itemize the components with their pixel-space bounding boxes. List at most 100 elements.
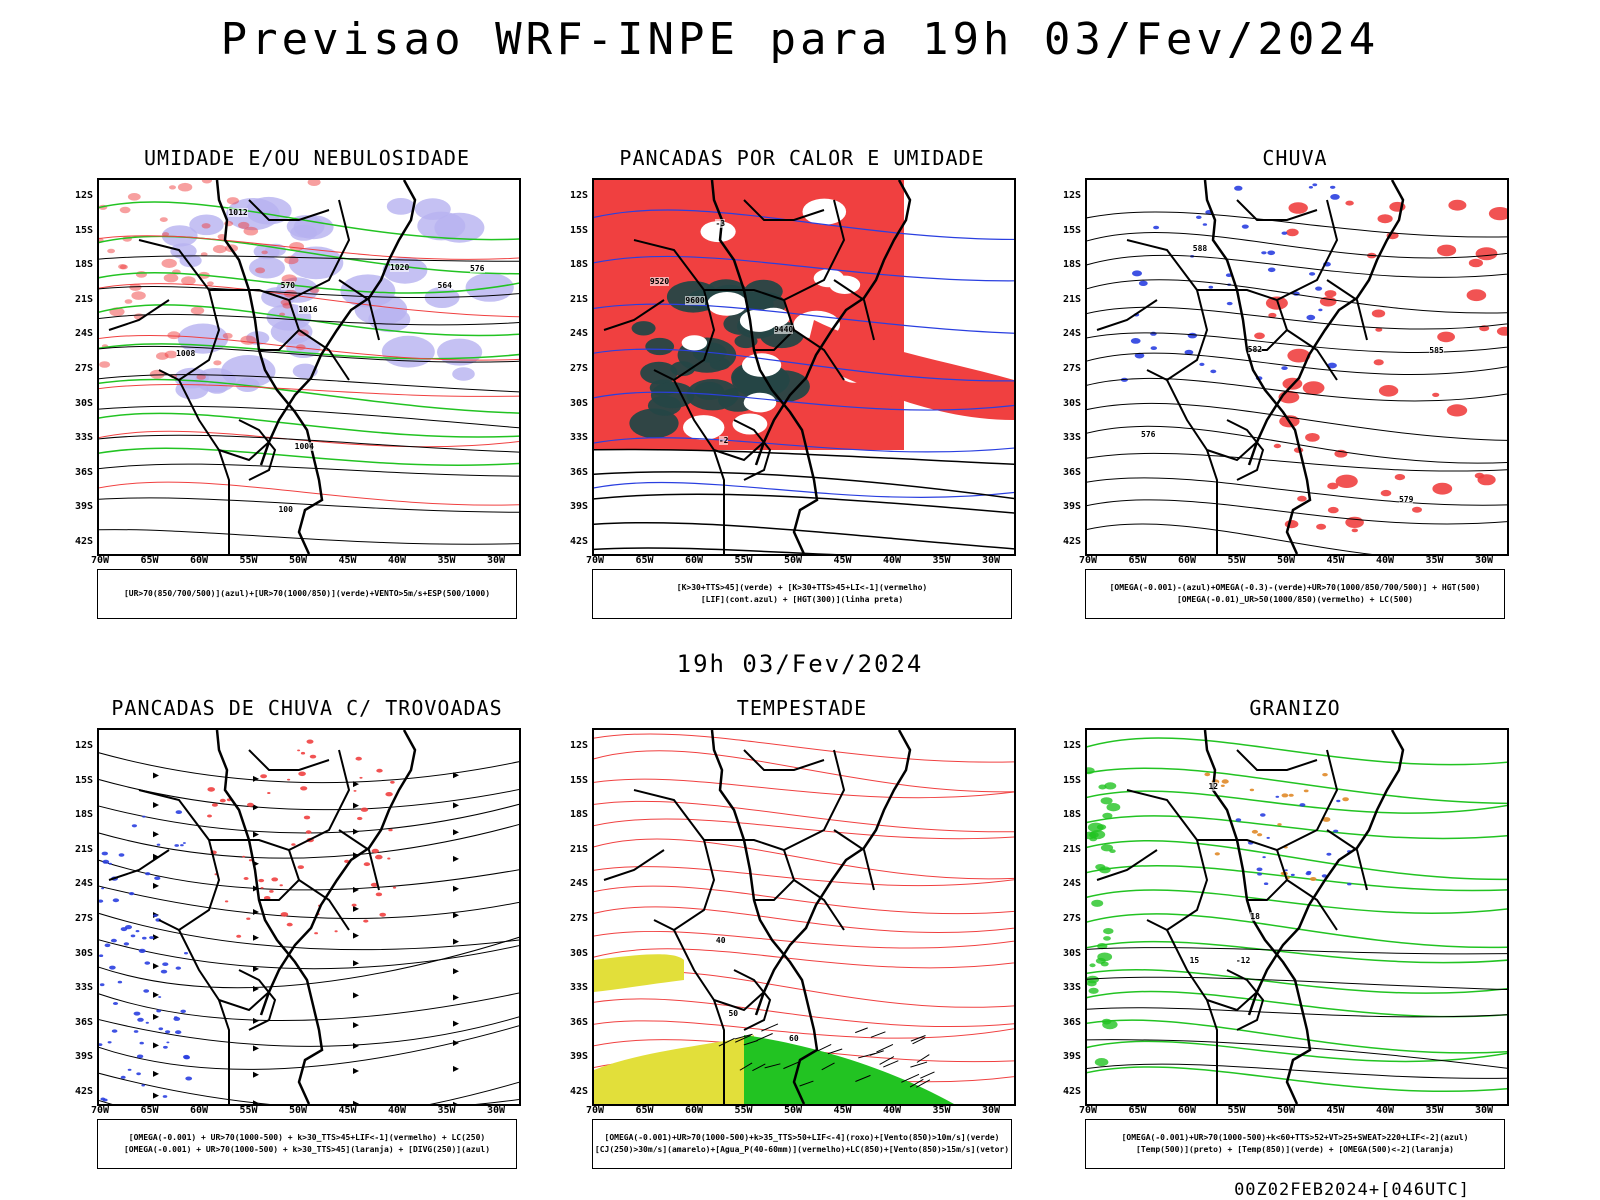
map-pancadas: 9600 9520 9440 -3 -2 [592,178,1016,556]
lat-tick-label: 27S [569,363,588,374]
contour-label: 585 [1429,346,1444,356]
contour-line [99,378,519,414]
field-patch [375,854,383,860]
field-patch [99,361,111,368]
field-patch [1100,797,1113,805]
wind-vector [876,1044,894,1053]
field-patch [1102,812,1113,819]
arrow-head [253,1100,259,1104]
field-patch [707,292,747,316]
lon-tick-label: 30W [1474,555,1494,566]
field-patch [128,892,135,896]
field-patch [1284,869,1288,872]
field-patch [670,361,696,377]
field-patch [1275,795,1280,798]
lon-tick-label: 65W [1128,1105,1147,1116]
contour-line [594,800,1014,833]
lat-tick-label: 12S [74,740,93,751]
field-patch [307,180,321,186]
streamline [99,823,519,859]
contour-line [1087,1063,1507,1079]
lon-tick-label: 60W [684,1105,704,1116]
lon-tick-label: 35W [932,555,951,566]
field-patch [127,193,141,201]
arrow-head [453,1039,459,1046]
contour-line [99,497,519,513]
contour-line [594,778,1014,799]
contour-line [594,547,837,554]
field-patch [174,1016,178,1019]
streamline [99,752,519,784]
state-border [1197,289,1289,351]
wind-vector [718,1037,735,1047]
lat-tick-label: 39S [569,1051,588,1063]
field-patch [363,919,369,923]
field-patch [1103,928,1114,935]
field-patch [392,886,397,889]
lon-tick-label: 30W [486,1105,506,1116]
field-patch [167,331,181,340]
jet-area [594,954,684,992]
lon-tick-label: 50W [783,555,803,566]
field-patch [1099,866,1111,874]
field-patch [1315,286,1323,291]
contour-line [1087,254,1507,278]
field-patch [1094,1058,1109,1067]
state-border [108,849,170,881]
contour-label: 9600 [685,296,705,306]
arrow-head [253,885,259,892]
lat-tick-label: 21S [74,843,93,855]
lon-tick-label: 60W [189,555,209,566]
lon-tick-label: 65W [1128,555,1147,566]
state-border [238,969,277,1031]
contour-label: 1016 [298,304,318,314]
coastline [710,180,819,554]
contour-line [594,255,1014,282]
arrow-head [153,831,159,838]
wind-vector [920,1071,935,1079]
contour-label: 1020 [390,262,410,272]
field-patch [309,754,317,759]
contour-line [99,235,519,260]
field-patch [371,848,379,854]
field-patch [360,807,369,812]
lon-tick-label: 40W [1375,555,1395,566]
contour-label: 579 [1398,494,1414,504]
contour-line [99,255,519,262]
contour-line [594,948,1014,969]
field-patch [101,851,108,856]
field-patch [1254,332,1265,340]
lat-tick-label: 33S [1062,432,1081,444]
field-patch [174,844,179,847]
field-patch [162,1095,168,1098]
wind-vector [783,1060,801,1070]
field-patch [355,756,362,761]
field-patch [1327,362,1337,369]
instability-band [804,320,1014,420]
field-patch [213,360,222,366]
field-patch [112,898,120,903]
wind-vector [734,1033,753,1040]
legend-line: [OMEGA(-0.001) + UR>70(1000-500) + k>30_… [123,1145,491,1154]
state-border [1236,749,1318,771]
field-patch [112,1002,119,1005]
state-border [298,879,350,931]
arrow-head [453,772,459,779]
field-patch [161,225,198,247]
field-patch [1377,214,1393,224]
field-patch [1249,788,1255,792]
field-patch [248,859,253,862]
field-patch [159,217,168,222]
field-patch [1138,280,1148,286]
field-patch [118,264,127,270]
contour-line [1087,969,1507,994]
field-patch [1380,489,1392,497]
arrow-head [253,775,259,782]
field-patch [201,223,211,229]
field-patch [1130,338,1141,344]
contour-line [1087,840,1507,881]
field-patch [1488,207,1507,221]
contour-line [1087,790,1507,814]
field-patch [123,942,130,946]
state-border [783,199,846,301]
